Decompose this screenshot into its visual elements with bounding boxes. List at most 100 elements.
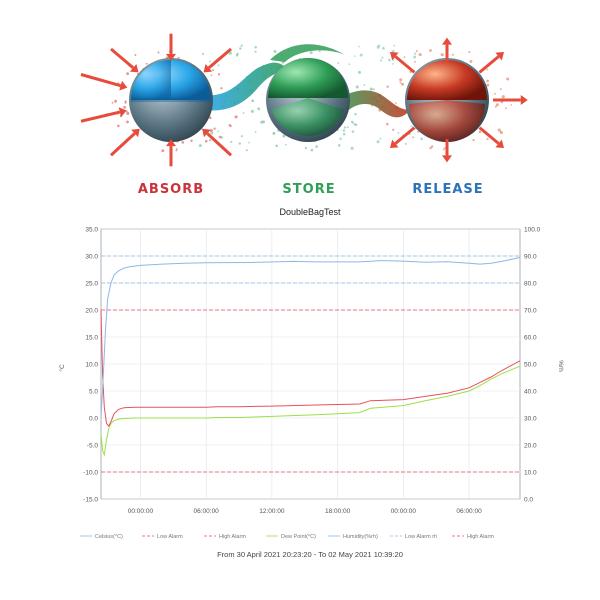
particle-dot bbox=[380, 59, 383, 62]
sphere-store bbox=[266, 58, 350, 142]
particle-dot bbox=[377, 44, 381, 48]
particle-dot bbox=[379, 137, 382, 140]
release-arrow-head bbox=[390, 139, 399, 148]
particle-dot bbox=[275, 144, 278, 148]
particle-dot bbox=[282, 134, 286, 138]
y-right-tick-label: 70.0 bbox=[524, 307, 537, 314]
particle-dot bbox=[358, 45, 360, 48]
series-line bbox=[100, 309, 521, 428]
y-left-tick-label: 0.0 bbox=[89, 415, 98, 422]
sphere-release bbox=[405, 58, 489, 142]
particle-dot bbox=[309, 51, 313, 55]
particle-dot bbox=[181, 141, 185, 144]
particle-dot bbox=[486, 68, 488, 71]
particle-dot bbox=[285, 143, 287, 146]
particle-dot bbox=[478, 130, 482, 134]
particle-dot bbox=[217, 73, 221, 76]
x-tick-label: 06:00:00 bbox=[194, 508, 220, 515]
particle-dot bbox=[236, 52, 239, 56]
particle-dot bbox=[240, 135, 243, 138]
particle-dot bbox=[229, 125, 232, 128]
legend-entry: Low Alarm rh bbox=[405, 534, 437, 540]
release-arrows bbox=[390, 37, 528, 163]
particle-dot bbox=[469, 59, 473, 63]
particle-dot bbox=[240, 44, 243, 47]
particle-dot bbox=[381, 56, 384, 59]
particle-dot bbox=[260, 120, 264, 124]
legend-entry: High Alarm bbox=[219, 534, 246, 540]
particle-dot bbox=[440, 53, 444, 57]
x-tick-label: 06:00:00 bbox=[456, 508, 482, 515]
particle-dot bbox=[415, 50, 418, 53]
chart-title: DoubleBagTest bbox=[279, 207, 341, 217]
particle-dot bbox=[234, 115, 238, 119]
x-axis: 00:00:00 06:00:00 12:00:00 18:00:00 00:00:00… bbox=[128, 508, 482, 515]
particle-dot bbox=[417, 130, 420, 133]
particle-dot bbox=[242, 112, 245, 114]
particle-dot bbox=[351, 130, 355, 133]
connector-band-absorb-store bbox=[205, 62, 290, 111]
release-arrow-head bbox=[390, 52, 399, 61]
particle-dot bbox=[388, 58, 391, 62]
particle-dot bbox=[392, 128, 395, 131]
particle-dot bbox=[354, 55, 356, 57]
particle-dot bbox=[337, 62, 340, 64]
absorb-arrow-shaft bbox=[80, 73, 122, 88]
alarm-lines bbox=[101, 255, 520, 473]
particle-dot bbox=[404, 142, 407, 145]
particle-dot bbox=[124, 101, 127, 104]
particle-dot bbox=[161, 149, 165, 153]
particle-dot bbox=[273, 50, 277, 53]
particle-dot bbox=[399, 81, 402, 84]
particle-dot bbox=[342, 129, 346, 132]
particle-dot bbox=[123, 105, 127, 109]
y-right-tick-label: 90.0 bbox=[524, 253, 537, 260]
y-left-tick-label: 30.0 bbox=[85, 253, 98, 260]
y-right-tick-label: 20.0 bbox=[524, 442, 537, 449]
particle-dot bbox=[499, 131, 503, 135]
connector-band-top bbox=[270, 44, 345, 62]
particle-dot bbox=[399, 78, 403, 82]
particle-dot bbox=[342, 132, 346, 136]
date-range: From 30 April 2021 20:23:20 - To 02 May … bbox=[217, 550, 403, 559]
particle-dot bbox=[403, 56, 406, 58]
absorb-arrow-head bbox=[129, 64, 139, 73]
particle-dot bbox=[504, 107, 507, 110]
series-line bbox=[100, 256, 521, 419]
particle-dot bbox=[208, 138, 212, 142]
particle-dot bbox=[413, 52, 417, 55]
particle-dot bbox=[248, 141, 250, 144]
particle-dot bbox=[310, 148, 314, 152]
y-left-tick-label: 20.0 bbox=[85, 307, 98, 314]
particle-dot bbox=[134, 54, 137, 56]
particle-dot bbox=[497, 128, 501, 132]
particle-dot bbox=[391, 63, 394, 65]
particle-dot bbox=[126, 110, 128, 113]
particle-dot bbox=[212, 69, 214, 72]
particle-dot bbox=[254, 46, 257, 49]
release-arrow-head bbox=[442, 155, 452, 163]
particle-dot bbox=[220, 87, 223, 90]
legend: Celsius(°C) Low Alarm High Alarm Dew Point(… bbox=[80, 534, 494, 540]
release-arrow-shaft bbox=[478, 55, 500, 74]
absorb-arrow-shaft bbox=[206, 132, 233, 157]
sphere-absorb bbox=[129, 58, 213, 142]
particle-dot bbox=[382, 47, 385, 50]
y-axis-left: 35.0 30.0 25.0 20.0 15.0 10.0 5.0 0.0 -5.0 -10.0 -… bbox=[83, 226, 98, 503]
particle-dot bbox=[177, 56, 180, 59]
particle-dot bbox=[354, 113, 357, 116]
absorb-arrow-head bbox=[202, 128, 211, 138]
particle-dot bbox=[239, 47, 242, 50]
particle-dot bbox=[213, 127, 216, 130]
absorb-arrow-shaft bbox=[109, 132, 136, 157]
legend-entry: Dew Point(°C) bbox=[281, 534, 316, 540]
absorb-arrows bbox=[80, 33, 233, 167]
particle-dot bbox=[350, 146, 354, 150]
y-left-tick-label: 10.0 bbox=[85, 361, 98, 368]
particle-dot bbox=[217, 130, 220, 133]
particle-dot bbox=[420, 137, 423, 141]
particle-dot bbox=[468, 51, 471, 54]
particle-dot bbox=[472, 138, 475, 142]
particle-dot bbox=[414, 60, 416, 63]
particle-dot bbox=[272, 131, 276, 135]
